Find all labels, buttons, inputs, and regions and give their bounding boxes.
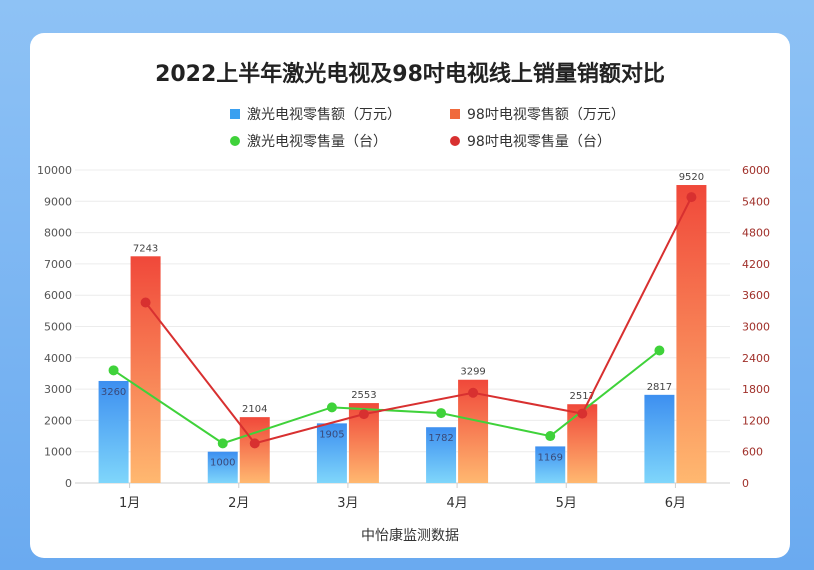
grid xyxy=(75,169,730,484)
y-right-tick-9: 5400 xyxy=(742,195,770,208)
bar-laser-0 xyxy=(98,380,129,483)
bar-98-0 xyxy=(130,256,161,483)
line-point-1-2 xyxy=(358,409,369,420)
bar-laser-4 xyxy=(535,446,566,483)
bar-98-1 xyxy=(239,417,270,483)
line-point-0-4 xyxy=(545,431,556,442)
bar-label-98-4: 2517 xyxy=(570,391,595,402)
y-left-tick-3: 3000 xyxy=(44,383,72,396)
legend-marker-2 xyxy=(230,136,240,146)
x-label-2: 3月 xyxy=(337,496,358,511)
y-left-tick-8: 8000 xyxy=(44,227,72,240)
line-point-1-1 xyxy=(249,438,260,449)
bar-98-5 xyxy=(676,185,707,484)
y-right-tick-10: 6000 xyxy=(742,164,770,177)
bar-label-laser-2: 1905 xyxy=(319,429,344,440)
legend-swatch-0 xyxy=(230,109,240,119)
legend-marker-3 xyxy=(450,136,460,146)
y-right-tick-7: 4200 xyxy=(742,258,770,271)
x-label-3: 4月 xyxy=(446,496,467,511)
legend-label-0: 激光电视零售额（万元） xyxy=(247,106,401,123)
bar-label-laser-3: 1782 xyxy=(428,433,453,444)
line-point-0-2 xyxy=(326,402,337,413)
bar-laser-3 xyxy=(426,427,457,483)
bar-laser-5 xyxy=(644,394,675,483)
bar-laser-2 xyxy=(316,423,347,483)
y-right-tick-2: 1200 xyxy=(742,414,770,427)
y-right-tick-1: 600 xyxy=(742,446,763,459)
y-left-tick-1: 1000 xyxy=(44,446,72,459)
legend-label-2: 激光电视零售量（台） xyxy=(247,133,387,150)
y-right-tick-5: 3000 xyxy=(742,321,770,334)
line-point-1-0 xyxy=(140,297,151,308)
y-right-tick-3: 1800 xyxy=(742,383,770,396)
legend-swatch-1 xyxy=(450,109,460,119)
line-point-1-4 xyxy=(577,408,588,419)
legend-label-1: 98吋电视零售额（万元） xyxy=(467,107,625,123)
bar-label-98-5: 9520 xyxy=(679,172,704,183)
combo-chart: 2022上半年激光电视及98吋电视线上销量销额对比 激光电视零售额（万元） 98吋… xyxy=(37,61,770,544)
line-point-1-5 xyxy=(686,192,697,203)
line-point-0-3 xyxy=(436,408,447,419)
legend: 激光电视零售额（万元） 98吋电视零售额（万元） 激光电视零售量（台） 98吋电视零售… xyxy=(230,106,625,150)
y-right-tick-0: 0 xyxy=(742,477,749,490)
bar-label-laser-0: 3260 xyxy=(101,387,126,398)
chart-title: 2022上半年激光电视及98吋电视线上销量销额对比 xyxy=(155,61,665,87)
y-left-tick-5: 5000 xyxy=(44,321,72,334)
bars: 3260 7243 1000 2104 1905 2553 1782 3299 1169 2517… xyxy=(98,172,707,484)
y-left-tick-10: 10000 xyxy=(37,164,72,177)
line-point-1-3 xyxy=(468,387,479,398)
line-series-1 xyxy=(144,196,693,445)
x-label-0: 1月 xyxy=(119,496,140,511)
bar-label-98-1: 2104 xyxy=(242,404,267,415)
x-label-4: 5月 xyxy=(556,496,577,511)
chart-card: 2022上半年激光电视及98吋电视线上销量销额对比 激光电视零售额（万元） 98吋… xyxy=(30,33,790,558)
lines xyxy=(108,192,697,449)
y-left-tick-0: 0 xyxy=(65,477,72,490)
y-right-tick-8: 4800 xyxy=(742,227,770,240)
y-left-tick-9: 9000 xyxy=(44,195,72,208)
y-left-tick-7: 7000 xyxy=(44,258,72,271)
x-label-1: 2月 xyxy=(228,496,249,511)
bar-label-laser-4: 1169 xyxy=(538,452,563,463)
line-point-0-5 xyxy=(654,345,665,356)
y-right-tick-4: 2400 xyxy=(742,352,770,365)
y-axis-left: 0 1000 2000 3000 4000 5000 6000 7000 8000 9000 100… xyxy=(37,164,72,490)
bar-label-98-3: 3299 xyxy=(460,367,485,378)
y-right-tick-6: 3600 xyxy=(742,289,770,302)
line-point-0-0 xyxy=(108,365,119,376)
bar-laser-1 xyxy=(207,451,238,483)
bar-label-laser-1: 1000 xyxy=(210,458,235,469)
y-left-tick-2: 2000 xyxy=(44,414,72,427)
x-label-5: 6月 xyxy=(665,496,686,511)
legend-label-3: 98吋电视零售量（台） xyxy=(467,134,611,150)
y-left-tick-4: 4000 xyxy=(44,352,72,365)
line-point-0-1 xyxy=(217,438,228,449)
y-left-tick-6: 6000 xyxy=(44,289,72,302)
y-axis-right: 0 600 1200 1800 2400 3000 3600 4200 4800 5400 6000 xyxy=(742,164,770,490)
x-axis: 1月 2月 3月 4月 5月 6月 xyxy=(119,483,686,511)
bar-label-98-2: 2553 xyxy=(351,390,376,401)
bar-label-98-0: 7243 xyxy=(133,243,158,254)
source-label: 中怡康监测数据 xyxy=(361,527,459,544)
bar-label-laser-5: 2817 xyxy=(647,382,672,393)
